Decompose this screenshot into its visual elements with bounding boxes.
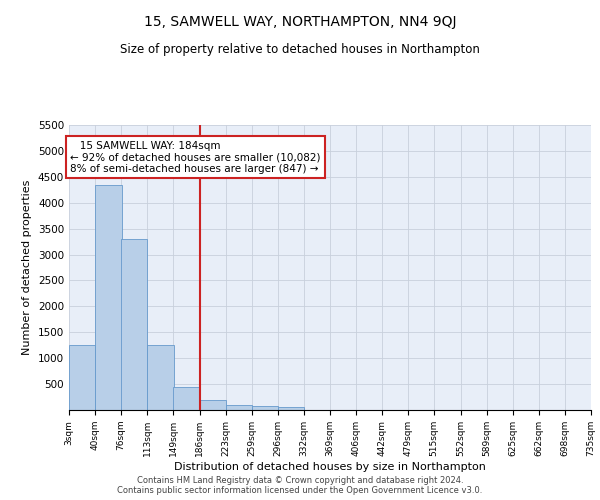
Bar	[251, 406, 278, 410]
Bar	[226, 405, 252, 410]
Bar	[95, 184, 122, 410]
Bar	[121, 239, 148, 410]
Text: 15, SAMWELL WAY, NORTHAMPTON, NN4 9QJ: 15, SAMWELL WAY, NORTHAMPTON, NN4 9QJ	[144, 15, 456, 29]
Text: 15 SAMWELL WAY: 184sqm   
← 92% of detached houses are smaller (10,082)
8% of se: 15 SAMWELL WAY: 184sqm ← 92% of detached…	[70, 140, 321, 173]
X-axis label: Distribution of detached houses by size in Northampton: Distribution of detached houses by size …	[174, 462, 486, 471]
Bar	[148, 345, 174, 410]
Bar	[69, 345, 95, 410]
Y-axis label: Number of detached properties: Number of detached properties	[22, 180, 32, 355]
Bar	[278, 408, 304, 410]
Bar	[173, 386, 199, 410]
Text: Contains HM Land Registry data © Crown copyright and database right 2024.
Contai: Contains HM Land Registry data © Crown c…	[118, 476, 482, 495]
Text: Size of property relative to detached houses in Northampton: Size of property relative to detached ho…	[120, 42, 480, 56]
Bar	[199, 400, 226, 410]
